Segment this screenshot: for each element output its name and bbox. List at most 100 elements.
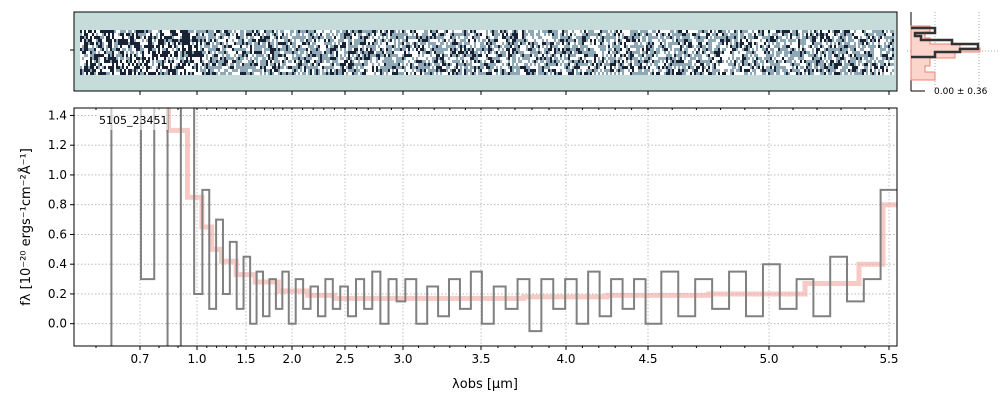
2d-pixel bbox=[598, 54, 600, 57]
2d-pixel bbox=[356, 60, 358, 63]
2d-pixel bbox=[400, 33, 402, 36]
2d-pixel bbox=[350, 30, 352, 33]
2d-pixel bbox=[234, 36, 236, 39]
2d-pixel bbox=[134, 63, 136, 66]
2d-pixel bbox=[448, 45, 450, 48]
2d-pixel bbox=[456, 54, 458, 57]
2d-pixel bbox=[442, 63, 444, 66]
2d-pixel bbox=[272, 42, 274, 45]
2d-pixel bbox=[490, 60, 492, 63]
2d-pixel bbox=[304, 42, 306, 45]
2d-pixel bbox=[578, 33, 580, 36]
2d-pixel bbox=[436, 45, 438, 48]
2d-pixel bbox=[664, 72, 666, 75]
2d-pixel bbox=[636, 39, 638, 42]
2d-pixel bbox=[316, 66, 318, 69]
2d-pixel bbox=[368, 57, 370, 60]
2d-pixel bbox=[250, 48, 252, 51]
2d-pixel bbox=[224, 42, 226, 45]
2d-pixel bbox=[390, 60, 392, 63]
2d-pixel bbox=[606, 69, 608, 72]
2d-pixel bbox=[506, 39, 508, 42]
2d-pixel bbox=[564, 30, 566, 33]
2d-pixel bbox=[122, 30, 124, 33]
2d-pixel bbox=[422, 33, 424, 36]
2d-pixel bbox=[532, 48, 534, 51]
2d-pixel bbox=[496, 48, 498, 51]
2d-pixel bbox=[254, 39, 256, 42]
2d-pixel bbox=[700, 57, 702, 60]
2d-pixel bbox=[150, 30, 152, 33]
2d-pixel bbox=[322, 51, 324, 54]
2d-pixel bbox=[730, 42, 732, 45]
2d-pixel bbox=[698, 51, 700, 54]
2d-pixel bbox=[242, 60, 244, 63]
2d-pixel bbox=[692, 66, 694, 69]
2d-pixel bbox=[368, 72, 370, 75]
2d-pixel bbox=[524, 36, 526, 39]
2d-pixel bbox=[494, 57, 496, 60]
2d-pixel bbox=[560, 63, 562, 66]
2d-pixel bbox=[136, 30, 138, 33]
2d-pixel bbox=[592, 54, 594, 57]
2d-pixel bbox=[118, 45, 120, 48]
2d-pixel bbox=[740, 51, 742, 54]
2d-pixel bbox=[528, 63, 530, 66]
2d-pixel bbox=[240, 48, 242, 51]
2d-pixel bbox=[516, 36, 518, 39]
2d-pixel bbox=[84, 45, 86, 48]
2d-pixel bbox=[352, 42, 354, 45]
2d-pixel bbox=[80, 60, 82, 63]
2d-pixel bbox=[374, 54, 376, 57]
2d-pixel bbox=[328, 36, 330, 39]
2d-pixel bbox=[514, 66, 516, 69]
2d-pixel bbox=[600, 39, 602, 42]
2d-pixel bbox=[378, 45, 380, 48]
2d-pixel bbox=[224, 36, 226, 39]
2d-pixel bbox=[524, 33, 526, 36]
2d-pixel bbox=[626, 42, 628, 45]
2d-pixel bbox=[128, 30, 130, 33]
2d-pixel bbox=[674, 54, 676, 57]
2d-pixel bbox=[722, 42, 724, 45]
2d-pixel bbox=[720, 57, 722, 60]
2d-pixel bbox=[150, 60, 152, 63]
2d-pixel bbox=[608, 57, 610, 60]
2d-pixel bbox=[650, 72, 652, 75]
2d-pixel bbox=[182, 60, 184, 63]
2d-pixel bbox=[534, 63, 536, 66]
2d-pixel bbox=[288, 39, 290, 42]
2d-pixel bbox=[212, 51, 214, 54]
2d-pixel bbox=[506, 36, 508, 39]
2d-pixel bbox=[264, 66, 266, 69]
2d-pixel bbox=[508, 66, 510, 69]
2d-pixel bbox=[178, 54, 180, 57]
2d-pixel bbox=[96, 60, 98, 63]
2d-pixel bbox=[272, 66, 274, 69]
2d-pixel bbox=[726, 69, 728, 72]
2d-pixel bbox=[218, 60, 220, 63]
2d-pixel bbox=[636, 51, 638, 54]
2d-pixel bbox=[506, 51, 508, 54]
2d-pixel bbox=[158, 48, 160, 51]
2d-pixel bbox=[364, 63, 366, 66]
2d-pixel bbox=[138, 72, 140, 75]
2d-pixel bbox=[252, 39, 254, 42]
2d-pixel bbox=[206, 36, 208, 39]
2d-pixel bbox=[350, 51, 352, 54]
2d-pixel bbox=[504, 54, 506, 57]
2d-pixel bbox=[274, 63, 276, 66]
2d-pixel bbox=[412, 51, 414, 54]
2d-pixel bbox=[294, 60, 296, 63]
2d-pixel bbox=[282, 48, 284, 51]
2d-pixel bbox=[456, 36, 458, 39]
2d-pixel bbox=[306, 42, 308, 45]
2d-pixel bbox=[174, 54, 176, 57]
2d-pixel bbox=[304, 51, 306, 54]
2d-pixel bbox=[208, 69, 210, 72]
2d-pixel bbox=[214, 30, 216, 33]
2d-pixel bbox=[538, 33, 540, 36]
2d-pixel bbox=[98, 60, 100, 63]
2d-pixel bbox=[176, 51, 178, 54]
2d-pixel bbox=[648, 33, 650, 36]
